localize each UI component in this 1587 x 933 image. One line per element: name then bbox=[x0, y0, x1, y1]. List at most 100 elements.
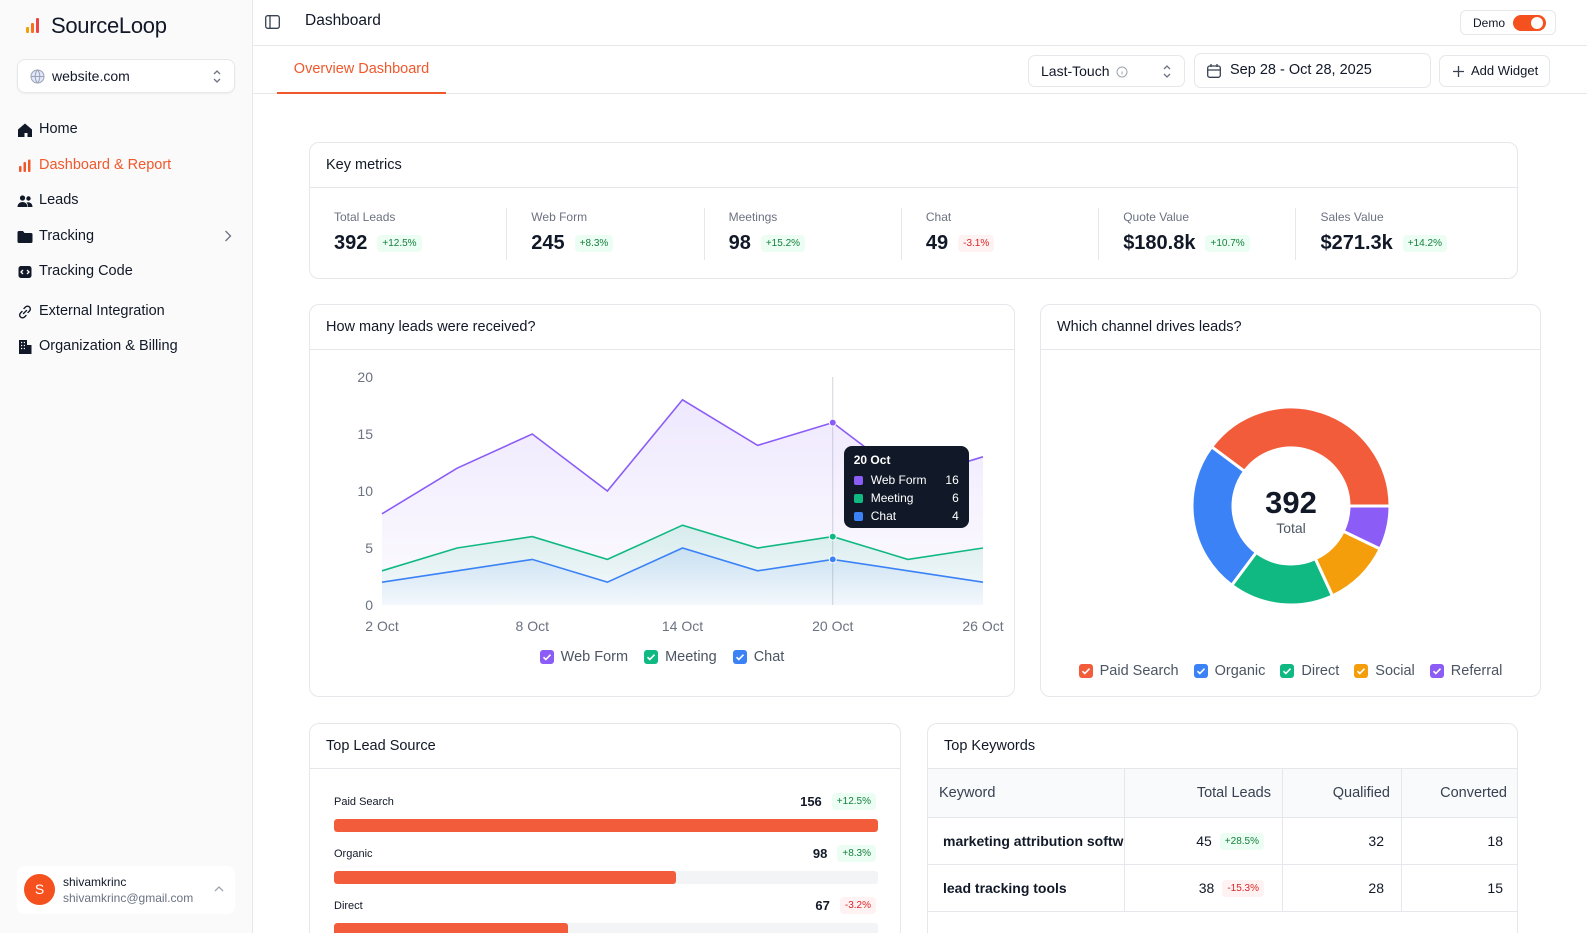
icon-part bbox=[1208, 66, 1221, 77]
keyword-cell: marketing attribution software bbox=[928, 818, 1125, 864]
legend-checkbox bbox=[733, 650, 747, 664]
legend-item[interactable]: Web Form bbox=[540, 649, 628, 665]
attribution-select[interactable]: Last-Touch bbox=[1028, 55, 1185, 87]
top-bar: Dashboard Demo bbox=[253, 0, 1587, 46]
card-title: Top Keywords bbox=[928, 724, 1517, 769]
logo-bar bbox=[26, 27, 29, 33]
nav-label: Organization & Billing bbox=[39, 334, 178, 358]
metric: Meetings98+15.2% bbox=[705, 188, 902, 279]
legend: Web Form Meeting Chat bbox=[310, 646, 1014, 668]
site-selector[interactable]: website.com bbox=[17, 59, 235, 93]
metric-label: Total Leads bbox=[334, 210, 507, 225]
bar-label: Organic bbox=[334, 847, 373, 861]
card-title: How many leads were received? bbox=[310, 305, 1014, 350]
legend-label: Web Form bbox=[561, 649, 628, 665]
checkbox-box bbox=[540, 650, 554, 664]
bar bbox=[334, 923, 568, 933]
tooltip-swatch bbox=[854, 494, 863, 503]
icon-part bbox=[19, 166, 22, 172]
change-badge: +12.5% bbox=[377, 235, 421, 252]
bar-value-row: 98+8.3% bbox=[813, 845, 876, 862]
nav-chevron bbox=[224, 230, 232, 242]
bar-label: Paid Search bbox=[334, 795, 394, 809]
metric: Sales Value$271.3k+14.2% bbox=[1296, 188, 1493, 279]
chevron-up bbox=[214, 885, 224, 893]
change-badge: +28.5% bbox=[1220, 833, 1264, 850]
column-header: Qualified bbox=[1283, 769, 1402, 817]
y-tick-label: 5 bbox=[365, 540, 373, 556]
checkbox-box bbox=[644, 650, 658, 664]
legend-item[interactable]: Paid Search bbox=[1079, 663, 1179, 679]
nav-item[interactable]: Home bbox=[0, 117, 252, 141]
demo-toggle[interactable]: Demo bbox=[1460, 10, 1556, 35]
page-title: Dashboard bbox=[305, 12, 381, 30]
legend-item[interactable]: Referral bbox=[1430, 663, 1503, 679]
metric-value: 98 bbox=[729, 232, 751, 255]
nav-item[interactable]: Organization & Billing bbox=[0, 334, 252, 358]
lead-source-card: Top Lead Source Paid Search156+12.5%Orga… bbox=[309, 723, 901, 933]
keywords-card: Top Keywords KeywordTotal LeadsQualified… bbox=[927, 723, 1518, 933]
icon-part bbox=[18, 202, 28, 207]
icon-part bbox=[26, 196, 30, 200]
metric-row: 49-3.1% bbox=[926, 230, 1099, 256]
logo-bar bbox=[36, 18, 39, 33]
change-badge: +10.7% bbox=[1205, 235, 1249, 252]
date-range: Sep 28 - Oct 28, 2025 bbox=[1230, 54, 1372, 87]
date-picker[interactable]: Sep 28 - Oct 28, 2025 bbox=[1194, 53, 1431, 88]
change-badge: -3.1% bbox=[958, 235, 994, 252]
nav-label: Tracking bbox=[39, 224, 94, 248]
legend-item[interactable]: Meeting bbox=[644, 649, 717, 665]
nav-item[interactable]: Leads bbox=[0, 188, 252, 212]
change-badge: +15.2% bbox=[761, 235, 805, 252]
tooltip-name: Chat bbox=[871, 509, 952, 523]
nav-label: External Integration bbox=[39, 299, 165, 323]
legend-item[interactable]: Organic bbox=[1194, 663, 1266, 679]
select-chevrons bbox=[212, 69, 222, 84]
legend-label: Chat bbox=[754, 649, 785, 665]
converted-cell: 18 bbox=[1402, 818, 1518, 864]
legend-item[interactable]: Direct bbox=[1280, 663, 1339, 679]
metric-value: 245 bbox=[531, 232, 564, 255]
legend-label: Social bbox=[1375, 663, 1415, 679]
info-icon bbox=[1116, 66, 1128, 78]
donut-chart: 392Total bbox=[1041, 350, 1540, 650]
legend-item[interactable]: Chat bbox=[733, 649, 785, 665]
chevron-path bbox=[226, 231, 231, 241]
select-chevrons bbox=[1162, 64, 1172, 79]
table-row: lead tracking tools38-15.3%2815 bbox=[928, 865, 1517, 912]
leads-cell: 38-15.3% bbox=[1125, 865, 1283, 911]
tab[interactable]: Overview Dashboard bbox=[277, 46, 446, 94]
tooltip-swatch bbox=[854, 476, 863, 485]
nav-item[interactable]: Dashboard & Report bbox=[0, 153, 252, 177]
checkbox-box bbox=[733, 650, 747, 664]
legend-item[interactable]: Social bbox=[1354, 663, 1415, 679]
legend-checkbox bbox=[1280, 664, 1294, 678]
converted-cell: 15 bbox=[1402, 865, 1518, 911]
attribution-label: Last-Touch bbox=[1041, 56, 1109, 86]
nav-label: Dashboard & Report bbox=[39, 153, 171, 177]
nav-icon bbox=[17, 339, 33, 355]
tooltip-title: 20 Oct bbox=[854, 453, 959, 471]
nav-item[interactable]: External Integration bbox=[0, 299, 252, 323]
metric: Web Form245+8.3% bbox=[507, 188, 704, 279]
switch-knob bbox=[1531, 17, 1543, 29]
metric-row: $180.8k+10.7% bbox=[1123, 230, 1296, 256]
icon-part bbox=[20, 195, 25, 200]
keyword-cell: lead tracking tools bbox=[928, 865, 1125, 911]
site-name: website.com bbox=[52, 68, 130, 84]
donut-total-label: Total bbox=[1276, 520, 1306, 536]
x-tick-label: 14 Oct bbox=[662, 618, 703, 634]
brand-logo bbox=[26, 17, 42, 34]
icon-part bbox=[1208, 64, 1221, 70]
checkbox-box bbox=[1430, 664, 1444, 678]
leads-value: 38 bbox=[1199, 880, 1215, 896]
icon-part bbox=[215, 887, 223, 891]
column-header: Keyword bbox=[928, 769, 1125, 817]
sidebar-toggle[interactable] bbox=[265, 15, 280, 29]
donut-total: 392 bbox=[1265, 485, 1317, 520]
nav-item[interactable]: Tracking Code bbox=[0, 259, 252, 283]
user-card[interactable]: S shivamkrinc shivamkrinc@gmail.com bbox=[17, 866, 235, 914]
add-widget-button[interactable]: Add Widget bbox=[1439, 55, 1550, 87]
nav-item[interactable]: Tracking bbox=[0, 224, 252, 248]
